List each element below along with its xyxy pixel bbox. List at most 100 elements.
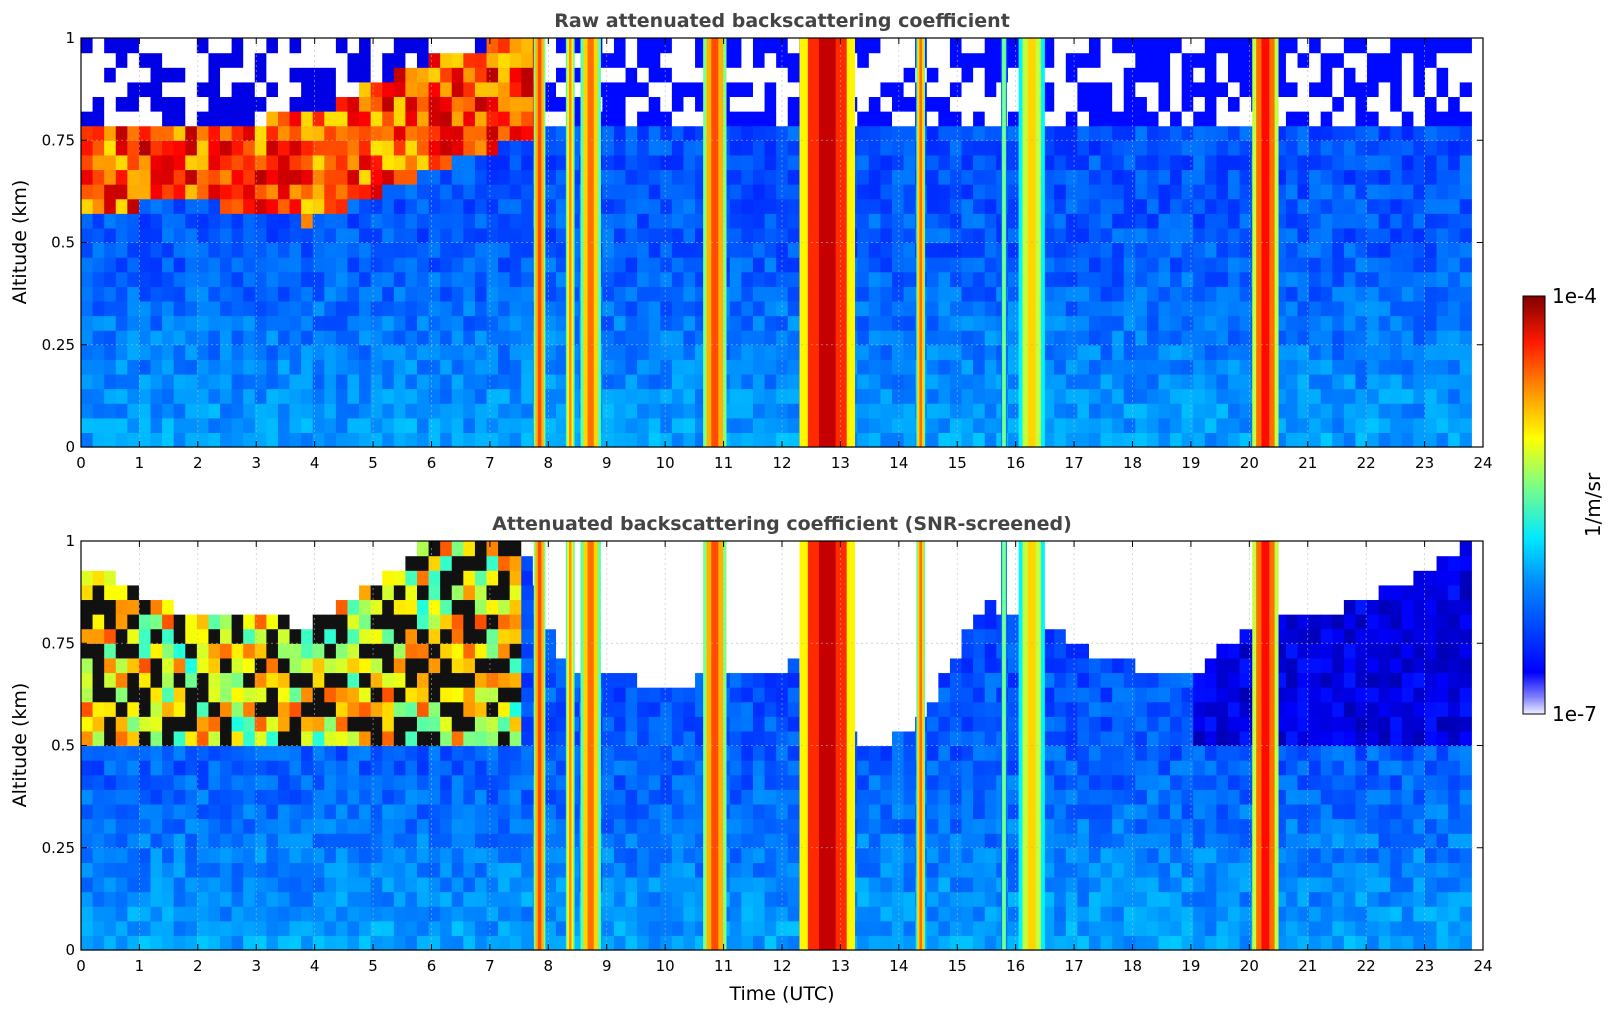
panel-raw-cell bbox=[243, 359, 256, 375]
panel-raw-cell bbox=[625, 198, 638, 214]
panel-raw-cell bbox=[162, 184, 175, 200]
panel-raw-cell bbox=[359, 359, 372, 375]
panel-screened-cell bbox=[440, 716, 453, 732]
panel-screened-cell bbox=[220, 906, 233, 922]
panel-screened-cell bbox=[127, 657, 140, 674]
panel-raw-cell bbox=[613, 286, 627, 302]
panel-raw-cell bbox=[1007, 417, 1021, 433]
panel-screened-cell bbox=[335, 920, 349, 936]
panel-screened-cell bbox=[474, 789, 488, 805]
panel-raw-cell bbox=[1077, 169, 1090, 185]
panel-raw-cell bbox=[1390, 213, 1403, 229]
panel-raw-cell bbox=[1436, 432, 1449, 448]
panel-screened-cell bbox=[521, 774, 534, 790]
panel-screened-cell bbox=[150, 803, 163, 820]
panel-raw-cell bbox=[486, 403, 499, 419]
panel-screened-cell bbox=[602, 774, 615, 790]
panel-raw-cell bbox=[1413, 271, 1426, 287]
panel-raw-cell bbox=[254, 125, 267, 141]
panel-screened-cell bbox=[416, 555, 430, 571]
panel-raw-cell bbox=[312, 154, 325, 171]
panel-raw-cell bbox=[196, 227, 210, 244]
panel-screened-cell bbox=[451, 803, 464, 820]
panel-raw-cell bbox=[312, 344, 325, 360]
panel-screened-cell bbox=[474, 541, 488, 557]
panel-raw-cell bbox=[1309, 257, 1322, 273]
panel-raw-cell bbox=[892, 52, 905, 68]
panel-screened-cell bbox=[359, 920, 372, 936]
panel-raw-cell bbox=[521, 96, 534, 112]
panel-raw-cell bbox=[1390, 359, 1403, 375]
panel-raw-cell bbox=[231, 169, 244, 185]
panel-raw-cell bbox=[973, 432, 986, 448]
panel-raw-cell bbox=[1320, 184, 1333, 200]
panel-raw-cell bbox=[416, 125, 430, 141]
panel-raw-cell bbox=[613, 81, 627, 98]
panel-screened-cell bbox=[416, 672, 430, 688]
panel-raw-cell bbox=[1355, 96, 1368, 112]
panel-screened-cell bbox=[637, 672, 650, 688]
panel-raw-cell bbox=[1448, 140, 1461, 156]
panel-raw-cell bbox=[509, 169, 522, 185]
panel-screened-cell bbox=[277, 906, 291, 922]
panel-raw-cell bbox=[1123, 344, 1136, 360]
panel-raw-cell bbox=[1343, 403, 1357, 419]
panel-screened-cell bbox=[660, 643, 673, 659]
panel-screened-cell bbox=[416, 803, 430, 820]
panel-screened-cell bbox=[220, 716, 233, 732]
panel-raw-cell bbox=[1135, 257, 1148, 273]
panel-raw-cell bbox=[1332, 81, 1345, 98]
panel-screened-cell bbox=[150, 789, 163, 805]
panel-screened-cell bbox=[312, 833, 325, 849]
panel-raw-cell bbox=[162, 213, 175, 229]
panel-raw-cell bbox=[1332, 169, 1345, 185]
panel-screened-cell bbox=[138, 760, 152, 776]
panel-raw-cell bbox=[556, 359, 569, 375]
panel-screened-cell bbox=[150, 745, 163, 761]
panel-screened-cell bbox=[115, 555, 128, 571]
panel-raw-cell bbox=[1413, 403, 1426, 419]
panel-raw-cell bbox=[521, 169, 534, 185]
panel-raw-cell bbox=[1204, 213, 1218, 229]
panel-screened-cell bbox=[382, 920, 395, 936]
panel-raw-cell bbox=[857, 330, 870, 346]
panel-raw-cell bbox=[660, 81, 673, 98]
panel-raw-cell bbox=[1228, 330, 1241, 346]
panel-raw-cell bbox=[1065, 242, 1078, 258]
panel-raw-cell bbox=[1424, 432, 1438, 448]
panel-raw-cell bbox=[1216, 111, 1229, 127]
panel-raw-cell bbox=[289, 198, 302, 214]
panel-raw-cell bbox=[1135, 403, 1148, 419]
panel-raw-cell bbox=[312, 359, 325, 375]
panel-raw-cell bbox=[1459, 184, 1472, 200]
panel-screened-cell bbox=[301, 760, 314, 776]
panel-screened-cell bbox=[138, 584, 152, 601]
panel-raw-cell bbox=[1390, 154, 1403, 171]
panel-screened-cell bbox=[92, 803, 105, 820]
panel-raw-cell bbox=[127, 286, 140, 302]
panel-screened-cell bbox=[671, 803, 685, 820]
panel-raw-cell bbox=[254, 359, 267, 375]
panel-screened-cell bbox=[393, 847, 407, 863]
panel-raw-cell bbox=[1285, 315, 1299, 331]
panel-raw-cell bbox=[949, 242, 963, 258]
panel-screened-cell bbox=[162, 657, 175, 674]
panel-raw-cell bbox=[1285, 344, 1299, 360]
panel-raw-cell bbox=[185, 52, 198, 68]
panel-screened-cell bbox=[138, 745, 152, 761]
panel-screened-cell bbox=[359, 657, 372, 674]
panel-raw-cell bbox=[671, 417, 685, 433]
panel-screened-cell bbox=[254, 789, 267, 805]
panel-screened-cell bbox=[602, 657, 615, 674]
panel-raw-cell bbox=[416, 52, 430, 68]
panel-screened-cell bbox=[138, 920, 152, 936]
panel-raw-ytick-label: 0 bbox=[65, 438, 75, 456]
panel-raw-cell bbox=[196, 286, 210, 302]
panel-raw-cell bbox=[1007, 96, 1021, 112]
panel-raw-cell bbox=[1204, 373, 1218, 390]
panel-screened-cell bbox=[254, 862, 267, 878]
panel-raw-cell bbox=[961, 257, 974, 273]
panel-screened-cell bbox=[115, 891, 128, 907]
panel-raw-cell bbox=[926, 67, 939, 83]
panel-screened-cell bbox=[602, 614, 615, 630]
